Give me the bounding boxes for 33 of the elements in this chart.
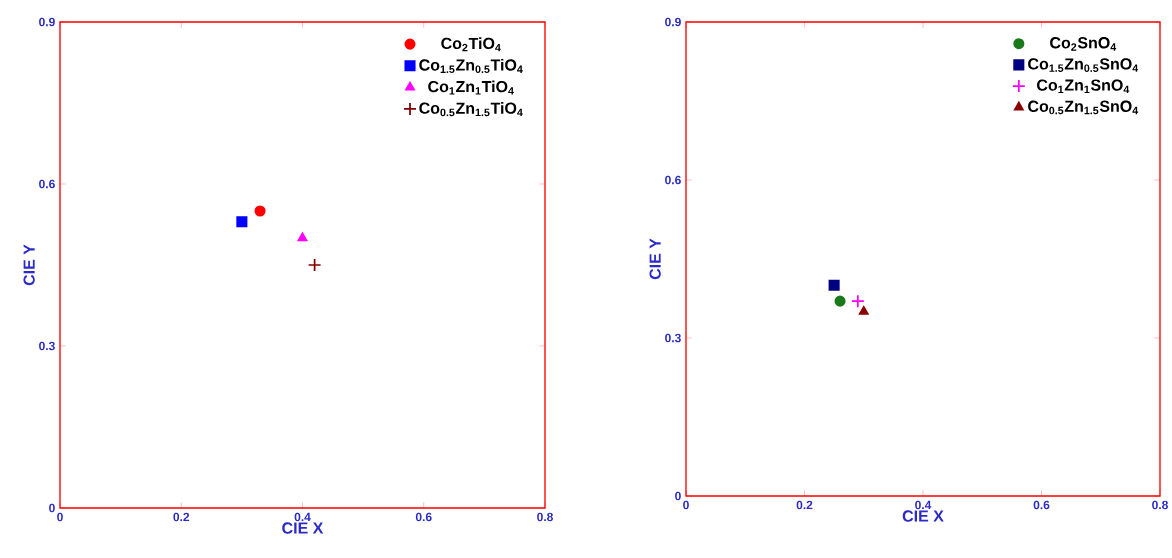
x-tick-label: 0 (57, 512, 63, 522)
x-tick-label: 0.4 (294, 512, 311, 522)
point (236, 216, 248, 228)
y-tick-label: 0.3 (665, 333, 681, 343)
x-tick-label: 0.2 (173, 512, 190, 522)
x-tick-label: 0.6 (1033, 500, 1050, 510)
y-axis-title: CIE Y (649, 238, 661, 280)
x-tick-label: 0 (683, 500, 689, 510)
legend-label: Co$_{1.5}$Zn$_{0.5}$TiO$_{4}$ (419, 58, 523, 74)
legend-label: Co$_{2}$TiO$_{4}$ (441, 37, 501, 52)
y-tick-label: 0 (675, 491, 681, 501)
y-axis-title: CIE Y (23, 244, 35, 286)
x-axis-title: CIE X (282, 522, 324, 534)
point (307, 258, 322, 272)
x-tick-label: 0.8 (537, 512, 553, 522)
y-tick-label: 0.3 (39, 341, 55, 351)
y-tick-label: 0.6 (665, 175, 681, 185)
legend-label: Co$_{2}$SnO$_{4}$ (1050, 37, 1117, 51)
y-tick-label: 0.6 (39, 179, 55, 189)
y-tick-label: 0.9 (39, 17, 55, 27)
point (297, 232, 308, 242)
point (254, 205, 266, 217)
legend-label: Co$_{1}$Zn$_{1}$TiO$_{4}$ (428, 80, 514, 95)
y-tick-label: 0.9 (665, 17, 681, 27)
x-tick-label: 0.8 (1152, 500, 1168, 510)
x-tick-label: 0.4 (915, 500, 932, 510)
x-axis-title: CIE X (902, 510, 944, 522)
legend-label: Co$_{0.5}$Zn$_{1.5}$SnO$_{4}$ (1028, 100, 1139, 115)
legend-label: Co$_{1}$Zn$_{1}$SnO$_{4}$ (1037, 79, 1130, 94)
legend-label: Co$_{0.5}$Zn$_{1.5}$TiO$_{4}$ (419, 102, 523, 117)
legend-label: Co$_{1.5}$Zn$_{0.5}$SnO$_{4}$ (1028, 58, 1139, 72)
x-tick-label: 0.6 (415, 512, 432, 522)
x-tick-label: 0.2 (796, 500, 813, 510)
